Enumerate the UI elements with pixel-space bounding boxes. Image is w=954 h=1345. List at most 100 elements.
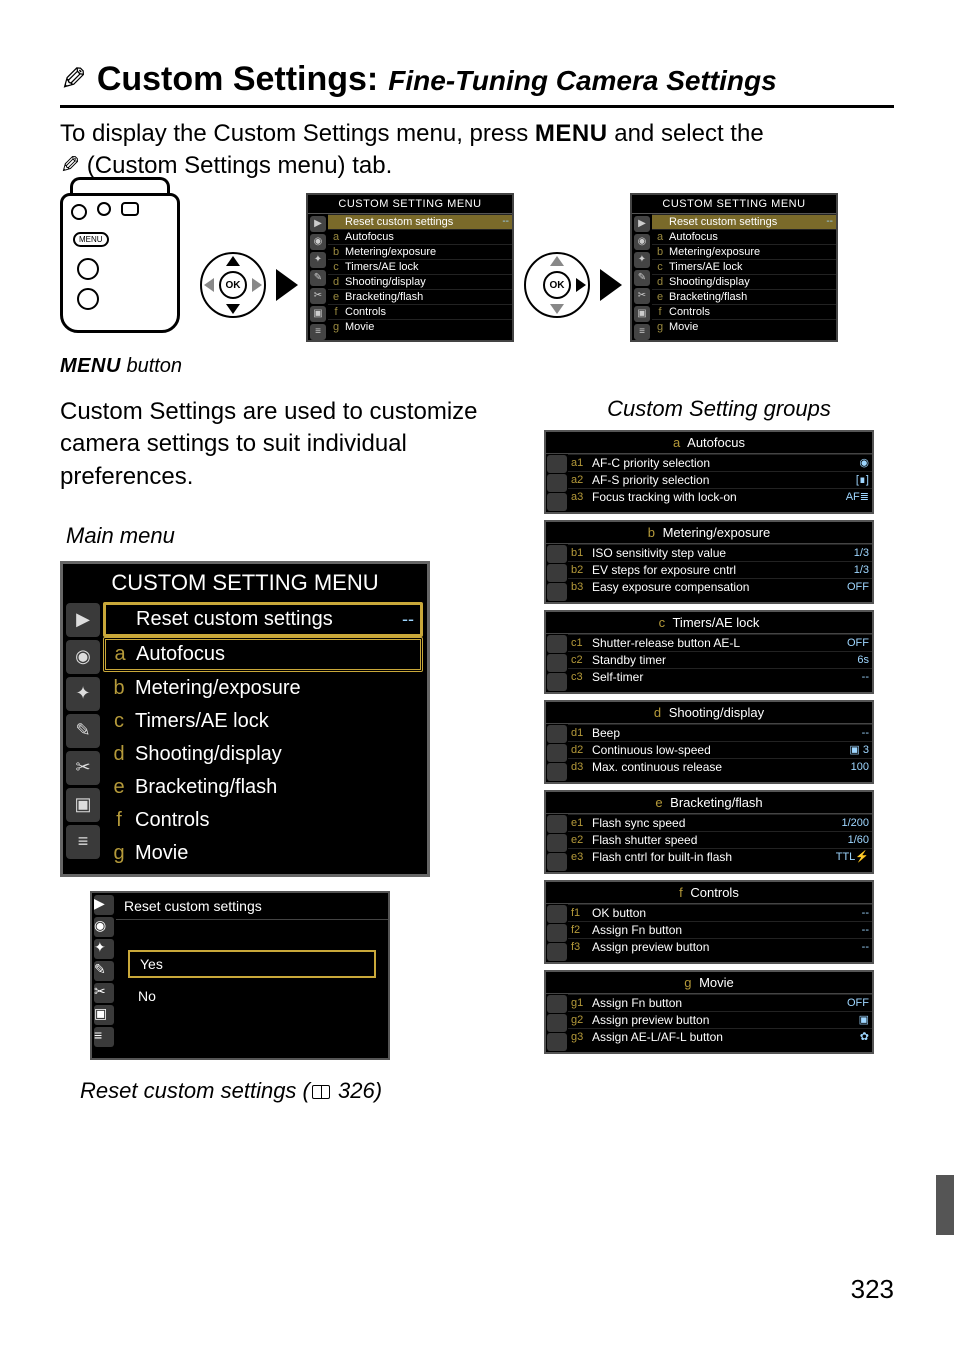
large-menu-row[interactable]: cTimers/AE lock xyxy=(103,705,423,738)
large-menu-row[interactable]: eBracketing/flash xyxy=(103,771,423,804)
group-block: d Shooting/displayd1Beep--d2Continuous l… xyxy=(544,700,874,784)
group-row-name: Flash sync speed xyxy=(592,816,832,830)
side-icon xyxy=(547,995,567,1013)
large-menu-row[interactable]: aAutofocus xyxy=(103,637,423,672)
side-icon xyxy=(547,545,567,563)
group-row[interactable]: g3Assign AE-L/AF-L button✿ xyxy=(568,1028,872,1045)
main-menu-label: Main menu xyxy=(66,523,524,549)
group-title: a Autofocus xyxy=(546,432,872,454)
group-row[interactable]: c3Self-timer-- xyxy=(568,668,872,685)
group-row[interactable]: g2Assign preview button▣ xyxy=(568,1011,872,1028)
group-row-value: 6s xyxy=(835,654,869,666)
side-icon: ✂ xyxy=(310,288,326,304)
large-menu-row[interactable]: fControls xyxy=(103,804,423,837)
play-icon xyxy=(71,204,87,220)
reset-title: Reset custom settings xyxy=(116,893,388,920)
group-title-text: Controls xyxy=(687,885,739,900)
group-row[interactable]: b3Easy exposure compensationOFF xyxy=(568,578,872,595)
reset-caption: Reset custom settings ( 326) xyxy=(80,1078,524,1104)
group-block: g Movieg1Assign Fn buttonOFFg2Assign pre… xyxy=(544,970,874,1054)
mini-menu-row[interactable]: dShooting/display xyxy=(328,274,512,289)
mini-menu-row[interactable]: Reset custom settings-- xyxy=(652,214,836,229)
mini-menu-title: CUSTOM SETTING MENU xyxy=(308,195,512,214)
mini-menu-row[interactable]: Reset custom settings-- xyxy=(328,214,512,229)
large-menu-row[interactable]: bMetering/exposure xyxy=(103,672,423,705)
side-icon: ≡ xyxy=(66,825,100,859)
side-icon xyxy=(547,834,567,852)
group-row-code: d2 xyxy=(571,744,589,756)
intro-part1: To display the Custom Settings menu, pre… xyxy=(60,120,535,147)
mini-menu-row[interactable]: aAutofocus xyxy=(328,229,512,244)
group-row[interactable]: e3Flash cntrl for built-in flashTTL⚡ xyxy=(568,848,872,865)
mini-menu-row[interactable]: eBracketing/flash xyxy=(328,289,512,304)
group-row[interactable]: c1Shutter-release button AE-LOFF xyxy=(568,634,872,651)
group-row[interactable]: d2Continuous low-speed▣ 3 xyxy=(568,741,872,758)
mini-menu-row[interactable]: bMetering/exposure xyxy=(328,244,512,259)
group-list: a1AF-C priority selection◉a2AF-S priorit… xyxy=(568,454,872,512)
large-menu-row[interactable]: gMovie xyxy=(103,837,423,870)
mini-menu-row[interactable]: gMovie xyxy=(328,319,512,334)
group-side-icons xyxy=(546,814,568,872)
mini-menu-list: Reset custom settings--aAutofocusbMeteri… xyxy=(328,214,512,340)
mini-menu-row[interactable]: fControls xyxy=(652,304,836,319)
large-menu-row[interactable]: Reset custom settings-- xyxy=(103,602,423,637)
mini-side-icons: ▶◉✦✎✂▣≡ xyxy=(308,214,328,340)
reset-no[interactable]: No xyxy=(128,984,376,1008)
side-icon: ✎ xyxy=(94,961,114,981)
mini-menu-row[interactable]: fControls xyxy=(328,304,512,319)
side-icon xyxy=(547,455,567,473)
dpad-1: OK xyxy=(198,250,268,320)
group-row[interactable]: f1OK button-- xyxy=(568,904,872,921)
mini-menu-1: CUSTOM SETTING MENU ▶◉✦✎✂▣≡ Reset custom… xyxy=(306,193,514,342)
group-row-name: Self-timer xyxy=(592,670,832,684)
group-row[interactable]: e2Flash shutter speed1/60 xyxy=(568,831,872,848)
side-icon xyxy=(547,763,567,781)
group-row[interactable]: d3Max. continuous release100 xyxy=(568,758,872,775)
row-prefix: f xyxy=(111,809,127,832)
group-row[interactable]: a3Focus tracking with lock-onAF≣ xyxy=(568,488,872,505)
mini-menu-row[interactable]: dShooting/display xyxy=(652,274,836,289)
menu-button-caption-text: button xyxy=(121,355,182,377)
group-row[interactable]: d1Beep-- xyxy=(568,724,872,741)
group-prefix: b xyxy=(648,525,655,540)
group-row-value: [∎] xyxy=(835,473,869,486)
row-label: Shooting/display xyxy=(669,276,750,288)
arrow-right-icon xyxy=(600,269,622,301)
large-menu-row[interactable]: dShooting/display xyxy=(103,738,423,771)
row-prefix: f xyxy=(655,306,665,318)
group-row[interactable]: f3Assign preview button-- xyxy=(568,938,872,955)
group-row-code: g2 xyxy=(571,1014,589,1026)
group-side-icons xyxy=(546,454,568,512)
mini-menu-row[interactable]: eBracketing/flash xyxy=(652,289,836,304)
reset-yes[interactable]: Yes xyxy=(128,950,376,978)
side-icon: ▣ xyxy=(66,788,100,822)
mini-menu-row[interactable]: cTimers/AE lock xyxy=(328,259,512,274)
mini-menu-row[interactable]: bMetering/exposure xyxy=(652,244,836,259)
mini-menu-row[interactable]: gMovie xyxy=(652,319,836,334)
group-list: b1ISO sensitivity step value1/3b2EV step… xyxy=(568,544,872,602)
row-label: Bracketing/flash xyxy=(345,291,423,303)
group-row[interactable]: c2Standby timer6s xyxy=(568,651,872,668)
group-row[interactable]: g1Assign Fn buttonOFF xyxy=(568,994,872,1011)
side-icon: ✦ xyxy=(634,252,650,268)
intro-text: To display the Custom Settings menu, pre… xyxy=(60,118,894,183)
mini-menu-row[interactable]: aAutofocus xyxy=(652,229,836,244)
row-value: -- xyxy=(402,609,414,630)
group-row[interactable]: a2AF-S priority selection[∎] xyxy=(568,471,872,488)
side-icon: ✦ xyxy=(66,677,100,711)
group-row-value: -- xyxy=(835,727,869,739)
group-list: f1OK button--f2Assign Fn button--f3Assig… xyxy=(568,904,872,962)
group-row-code: d1 xyxy=(571,727,589,739)
side-icon xyxy=(547,744,567,762)
group-row-code: f3 xyxy=(571,941,589,953)
group-title-text: Bracketing/flash xyxy=(667,795,763,810)
mini-side-icons: ▶◉✦✎✂▣≡ xyxy=(632,214,652,340)
mini-menu-row[interactable]: cTimers/AE lock xyxy=(652,259,836,274)
group-row[interactable]: b1ISO sensitivity step value1/3 xyxy=(568,544,872,561)
group-row[interactable]: a1AF-C priority selection◉ xyxy=(568,454,872,471)
group-row[interactable]: f2Assign Fn button-- xyxy=(568,921,872,938)
row-label: Movie xyxy=(669,321,698,333)
side-icon: ◉ xyxy=(66,640,100,674)
group-row[interactable]: b2EV steps for exposure cntrl1/3 xyxy=(568,561,872,578)
group-row[interactable]: e1Flash sync speed1/200 xyxy=(568,814,872,831)
